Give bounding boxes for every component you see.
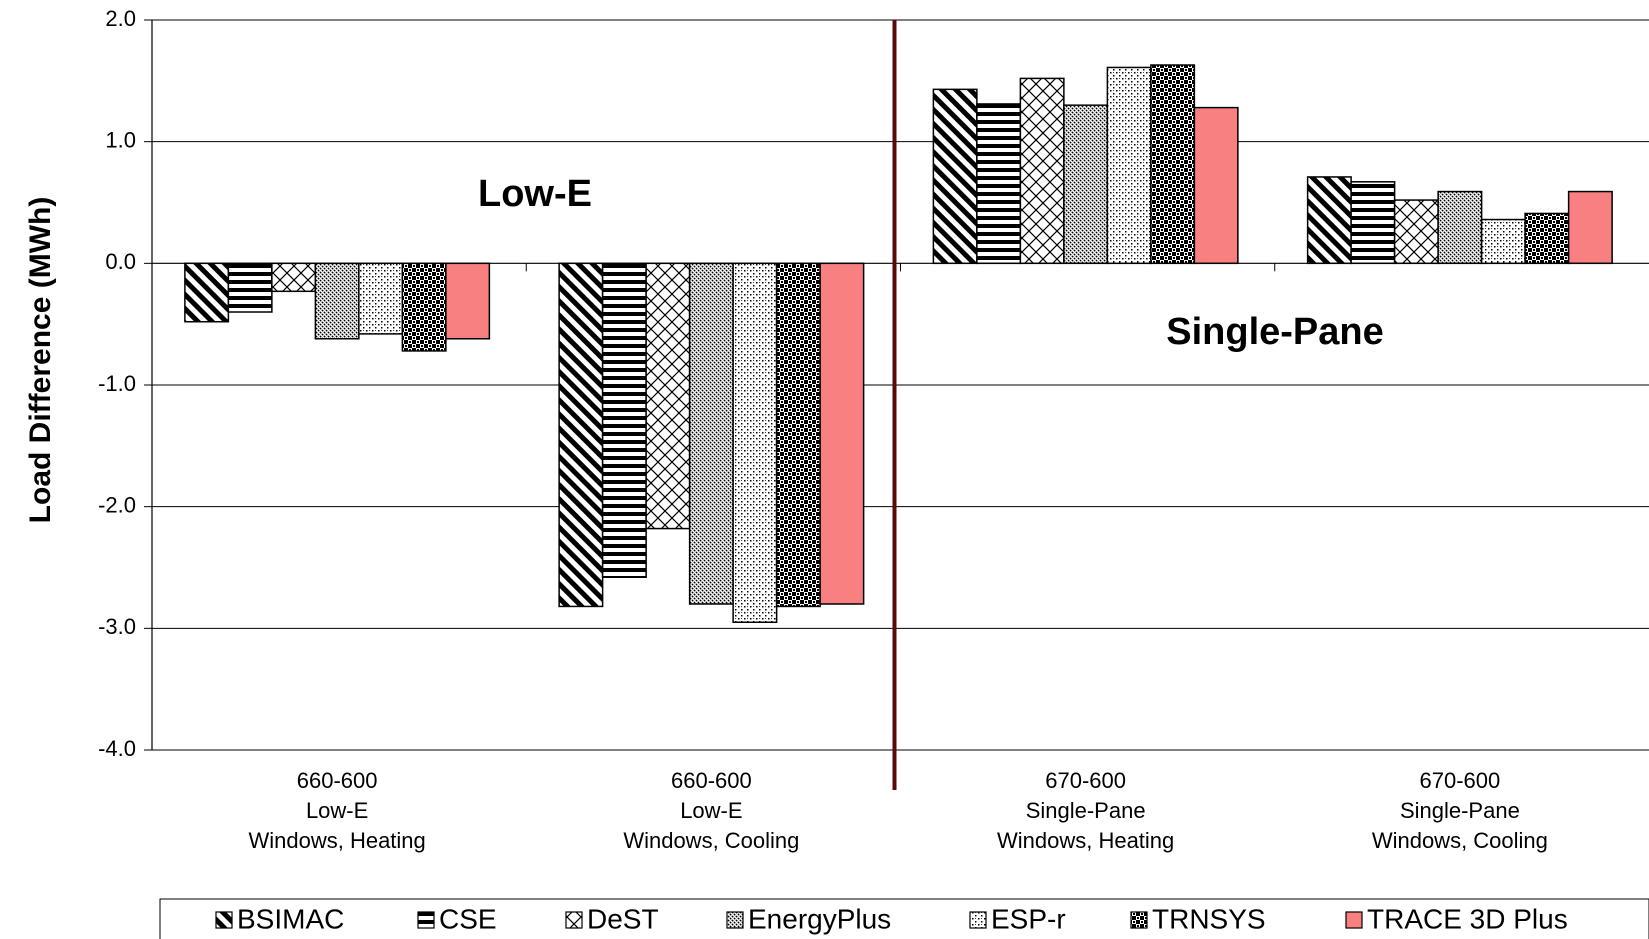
bar-trnsys	[401, 262, 447, 352]
bar-trnsys	[1150, 64, 1196, 265]
legend-label: EnergyPlus	[748, 903, 891, 934]
bar-trnsys	[1524, 212, 1570, 265]
x-category-label: 660-600	[671, 768, 752, 793]
bar-energyplus	[1437, 190, 1483, 265]
legend-swatch	[215, 911, 233, 929]
x-category-label: Windows, Cooling	[1372, 828, 1548, 853]
bar-trace-3d-plus	[819, 262, 865, 605]
bar-energyplus	[1063, 104, 1109, 265]
gridlines	[152, 19, 1649, 751]
x-category-label: Low-E	[680, 798, 742, 823]
bar-dest	[1019, 77, 1065, 265]
y-tick-label: -3.0	[98, 614, 136, 639]
x-category-label: 660-600	[297, 768, 378, 793]
x-category-label: Windows, Heating	[997, 828, 1174, 853]
legend-box	[159, 898, 1649, 939]
legend-swatch	[1130, 911, 1148, 929]
y-tick-label: -1.0	[98, 371, 136, 396]
legend-label: ESP-r	[991, 903, 1066, 934]
bar-esp-r	[1480, 218, 1526, 265]
bar-trace-3d-plus	[1193, 106, 1239, 265]
legend-swatch	[1345, 911, 1363, 929]
bar-esp-r	[1106, 66, 1152, 265]
bar-bsimac	[932, 88, 978, 265]
legend-label: BSIMAC	[237, 903, 344, 934]
bar-cse	[227, 262, 273, 313]
bar-dest	[1393, 199, 1439, 265]
bar-trace-3d-plus	[1567, 190, 1613, 265]
y-tick-label: 0.0	[105, 249, 136, 274]
bar-cse	[601, 262, 647, 578]
x-category-label: Windows, Heating	[248, 828, 425, 853]
legend: BSIMAC CSE DeST EnergyPlus ESP-r TRNSYS TRACE …	[159, 898, 1649, 939]
bar-bsimac	[558, 262, 604, 608]
x-category-label: 670-600	[1420, 768, 1501, 793]
legend-swatch	[969, 911, 987, 929]
bars	[184, 64, 1613, 623]
x-category-label: Single-Pane	[1026, 798, 1146, 823]
annotation-low-e: Low-E	[478, 173, 592, 215]
bar-dest	[645, 262, 691, 530]
legend-label: TRACE 3D Plus	[1367, 903, 1568, 934]
x-category-labels: 660-600 Low-E Windows, Heating 660-600 Low-E…	[248, 768, 1547, 853]
x-category-label: 670-600	[1045, 768, 1126, 793]
y-tick-label: -2.0	[98, 492, 136, 517]
bar-dest	[271, 262, 317, 293]
legend-label: DeST	[587, 903, 659, 934]
bar-cse	[1350, 181, 1396, 265]
bar-energyplus	[688, 262, 734, 605]
bar-trace-3d-plus	[445, 262, 491, 340]
axes	[144, 19, 1649, 790]
y-tick-label: 1.0	[105, 127, 136, 152]
y-tick-label: 2.0	[105, 6, 136, 31]
annotation-single-pane: Single-Pane	[1166, 311, 1384, 353]
bar-energyplus	[314, 262, 360, 340]
bar-bsimac	[1306, 176, 1352, 265]
x-category-label: Windows, Cooling	[623, 828, 799, 853]
legend-swatch	[726, 911, 744, 929]
legend-swatch	[565, 911, 583, 929]
x-category-label: Single-Pane	[1400, 798, 1520, 823]
bar-esp-r	[732, 262, 778, 623]
bar-esp-r	[358, 262, 404, 335]
x-category-label: Low-E	[306, 798, 368, 823]
legend-swatch	[417, 911, 435, 929]
bar-cse	[976, 103, 1022, 265]
legend-label: CSE	[439, 903, 497, 934]
legend-label: TRNSYS	[1152, 903, 1266, 934]
bar-trnsys	[775, 262, 821, 608]
y-axis-label: Load Difference (MWh)	[24, 197, 57, 524]
y-tick-label: -4.0	[98, 736, 136, 761]
bar-bsimac	[184, 262, 230, 323]
y-tick-labels: 2.0 1.0 0.0 -1.0 -2.0 -3.0 -4.0	[98, 6, 136, 761]
